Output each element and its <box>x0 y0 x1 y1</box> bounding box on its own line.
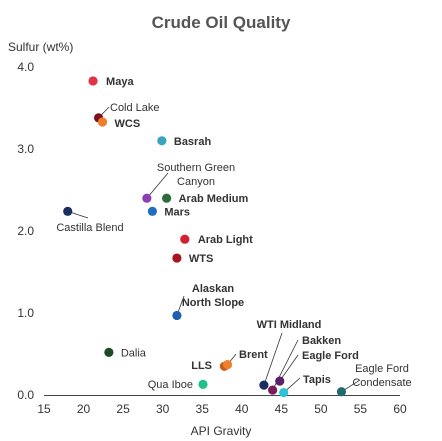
label-lls: LLS <box>191 360 212 372</box>
point-dalia <box>104 347 114 357</box>
label-cold-lake: Cold Lake <box>110 102 160 114</box>
point-bakken <box>268 385 278 395</box>
x-tick-label: 20 <box>77 402 91 416</box>
y-tick-label: 1.0 <box>17 306 34 320</box>
label-arab-light: Arab Light <box>198 234 253 246</box>
point-tapis <box>279 387 289 398</box>
label-qua-iboe: Qua Iboe <box>148 379 193 391</box>
x-tick-label: 15 <box>37 402 51 416</box>
x-tick-label: 30 <box>156 402 170 416</box>
y-axis-ticks: 0.0 1.0 2.0 3.0 4.0 <box>17 60 34 402</box>
leader-wti-midland <box>263 332 283 386</box>
point-wcs <box>97 117 108 127</box>
point-maya <box>88 76 98 86</box>
label-mars: Mars <box>164 206 190 218</box>
label-eagle-ford: Eagle Ford <box>302 350 359 362</box>
point-basrah <box>157 136 167 146</box>
x-tick-label: 50 <box>314 402 328 416</box>
point-alaskan-north-slope <box>172 310 182 321</box>
label-tapis: Tapis <box>303 374 331 386</box>
x-tick-label: 40 <box>235 402 249 416</box>
data-labels: Maya Cold Lake WCS Basrah Southern Green Cany… <box>56 76 411 391</box>
point-eagle-ford <box>275 376 285 386</box>
label-maya: Maya <box>106 76 134 88</box>
x-tick-label: 25 <box>116 402 130 416</box>
point-brent <box>222 360 233 370</box>
point-arab-medium <box>162 193 172 203</box>
point-arab-light <box>180 234 190 244</box>
x-tick-label: 60 <box>393 402 407 416</box>
label-bakken: Bakken <box>302 335 341 347</box>
x-axis-title: API Gravity <box>191 424 252 438</box>
point-southern-green-canyon <box>142 193 152 203</box>
label-brent: Brent <box>239 349 268 361</box>
x-tick-label: 55 <box>354 402 368 416</box>
point-eagle-ford-condensate <box>336 387 347 397</box>
leader-southern-green-canyon <box>146 172 169 199</box>
x-tick-label: 45 <box>275 402 289 416</box>
chart-title: Crude Oil Quality <box>152 13 291 32</box>
point-wti-midland <box>259 380 269 390</box>
point-mars <box>147 206 157 216</box>
y-tick-label: 3.0 <box>17 142 34 156</box>
label-alaskan-north-slope: Alaskan North Slope <box>182 283 244 309</box>
label-southern-green-canyon: Southern Green Canyon <box>157 162 235 188</box>
x-axis-ticks: 15 20 25 30 35 40 45 50 55 60 <box>37 402 407 416</box>
label-eagle-ford-condensate: Eagle Ford Condensate <box>352 363 411 389</box>
label-arab-medium: Arab Medium <box>179 193 249 205</box>
point-castilla-blend <box>63 206 73 216</box>
label-dalia: Dalia <box>121 347 147 359</box>
label-wts: WTS <box>189 253 213 265</box>
y-tick-label: 2.0 <box>17 224 34 238</box>
point-wts <box>172 253 182 263</box>
label-castilla-blend: Castilla Blend <box>56 222 123 234</box>
label-wti-midland: WTI Midland <box>257 319 322 331</box>
y-tick-label: 0.0 <box>17 388 34 402</box>
point-qua-iboe <box>198 379 208 389</box>
data-points <box>63 76 347 398</box>
label-basrah: Basrah <box>174 136 212 148</box>
x-tick-label: 35 <box>196 402 210 416</box>
label-wcs: WCS <box>115 118 141 130</box>
y-tick-label: 4.0 <box>17 60 34 74</box>
y-axis-title: Sulfur (wt%) <box>8 40 73 54</box>
leader-eagle-ford <box>279 354 299 382</box>
